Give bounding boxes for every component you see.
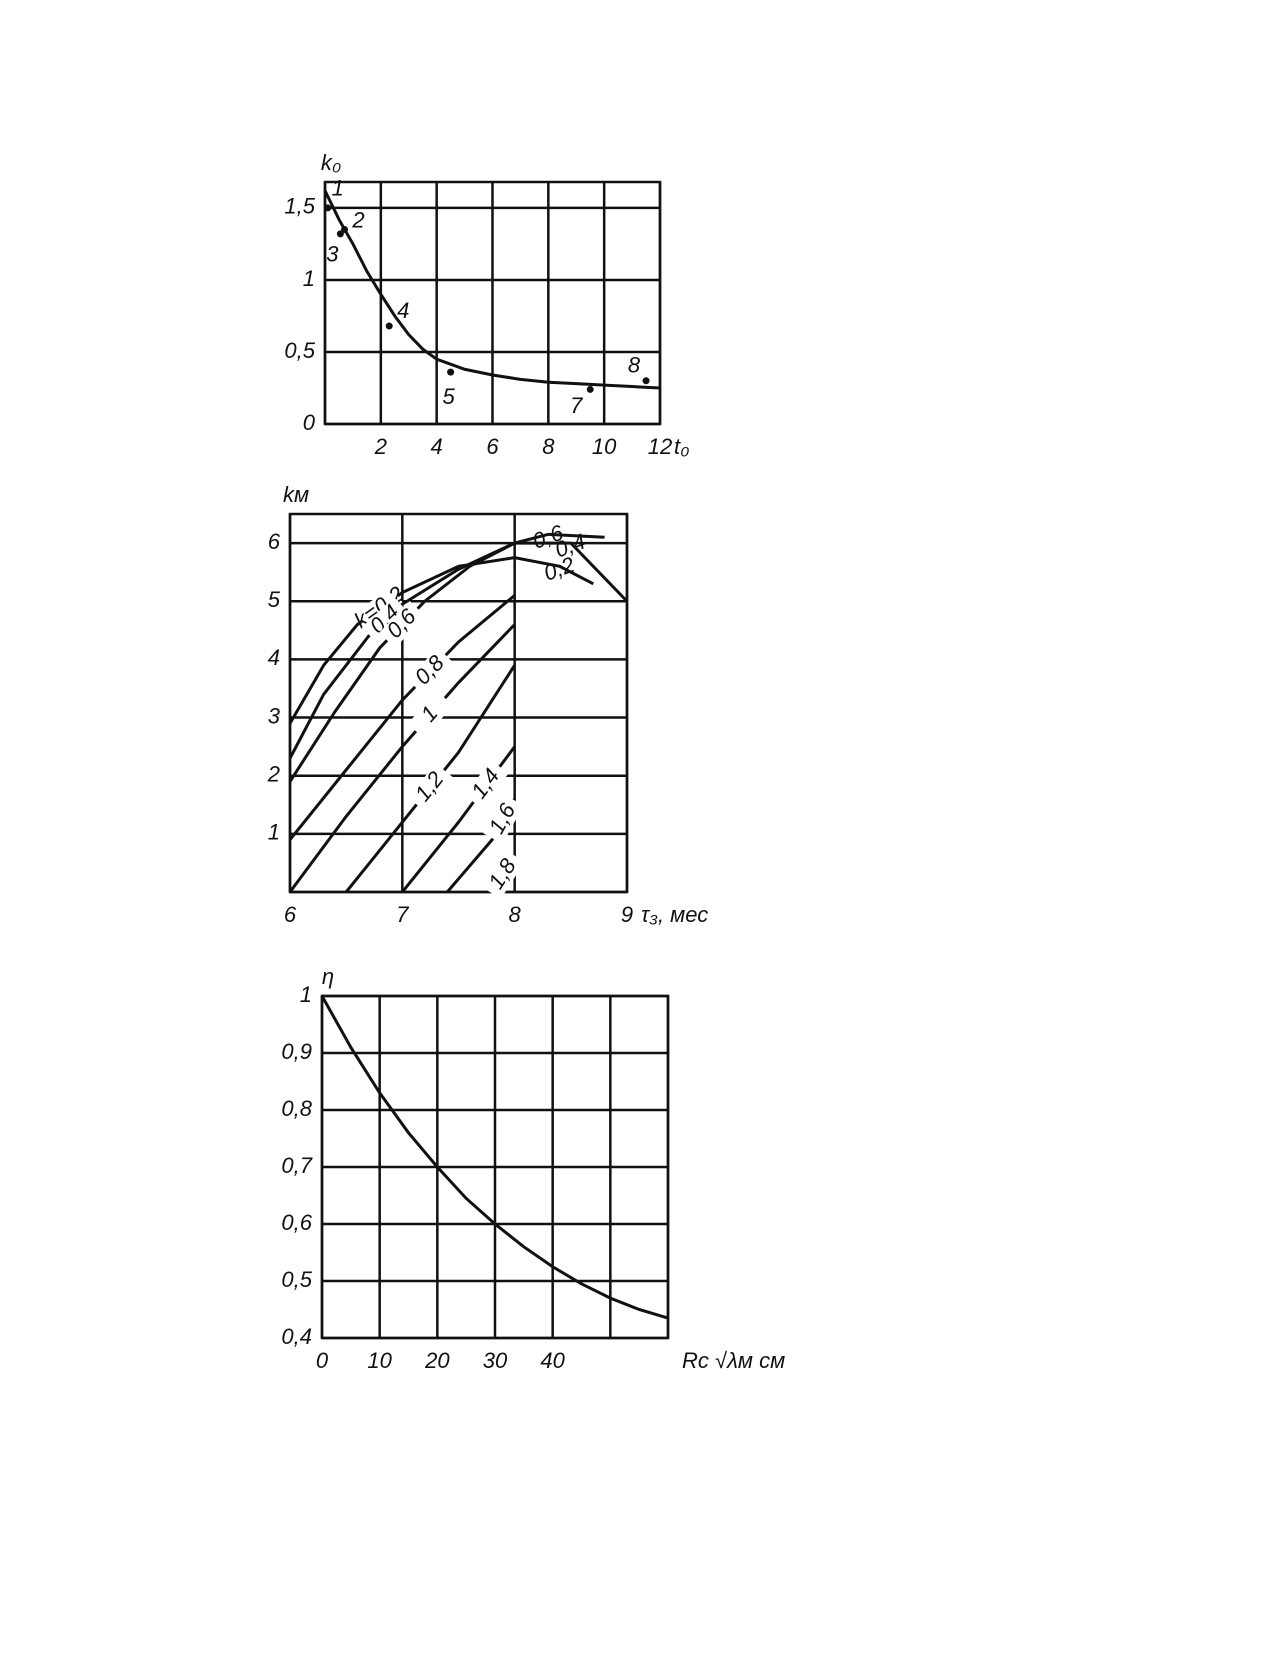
x-tick-label: 2: [374, 434, 387, 459]
x-tick-label: 20: [424, 1348, 450, 1373]
x-axis-label: t₀: [674, 434, 689, 459]
data-point: [586, 385, 594, 393]
label-gap: [482, 850, 525, 900]
curve: [288, 541, 629, 759]
x-tick-label: 8: [542, 434, 555, 459]
y-tick-label: 6: [268, 529, 281, 554]
label-gap: [407, 647, 454, 695]
x-tick-label: 4: [431, 434, 443, 459]
data-point: [642, 377, 650, 385]
point-label: 8: [628, 353, 641, 378]
x-tick-label: 10: [592, 434, 617, 459]
x-axis-label: Rc √λм cм: [682, 1348, 785, 1373]
y-tick-label: 4: [268, 645, 280, 670]
curve: [288, 532, 605, 783]
y-tick-label: 0: [303, 410, 316, 435]
label-gap: [483, 794, 524, 844]
data-point: [341, 226, 349, 234]
label-gap: [407, 690, 454, 739]
point-label: 5: [443, 384, 456, 409]
x-tick-label: 12: [648, 434, 672, 459]
x-tick-label: 7: [396, 902, 409, 927]
label-gap: [408, 763, 453, 812]
curve: [288, 556, 594, 725]
label-gap: [464, 760, 509, 809]
x-tick-label: 6: [284, 902, 297, 927]
x-axis-label: τ₃, мес: [641, 902, 708, 927]
data-point: [447, 368, 455, 376]
y-tick-label: 1: [303, 266, 315, 291]
x-tick-label: 6: [486, 434, 499, 459]
y-tick-label: 0,9: [281, 1039, 312, 1064]
curve: [288, 594, 516, 841]
point-label: 3: [326, 242, 339, 267]
y-tick-label: 3: [268, 703, 281, 728]
label-gap: [355, 586, 405, 631]
y-tick-label: 2: [267, 762, 280, 787]
y-tick-label: 0,7: [281, 1153, 312, 1178]
curve: [320, 995, 669, 1320]
y-tick-label: 1: [300, 982, 312, 1007]
x-tick-label: 0: [316, 1348, 329, 1373]
label-gap: [379, 601, 426, 648]
y-tick-label: 0,5: [284, 338, 315, 363]
curve: [323, 189, 661, 390]
x-tick-label: 40: [540, 1348, 565, 1373]
point-label: 2: [351, 207, 364, 232]
x-tick-label: 9: [621, 902, 633, 927]
y-axis-label: k₀: [321, 150, 341, 175]
y-tick-label: 5: [268, 587, 281, 612]
x-tick-label: 8: [509, 902, 522, 927]
y-axis-label: kм: [283, 482, 309, 507]
y-tick-label: 1: [268, 820, 280, 845]
label-gap: [361, 597, 410, 644]
data-point: [385, 322, 393, 330]
curve: [288, 623, 516, 893]
point-label: 7: [570, 393, 583, 418]
data-point: [324, 204, 332, 212]
data-point: [336, 230, 344, 238]
point-label: 1: [332, 176, 344, 201]
y-tick-label: 0,6: [281, 1210, 312, 1235]
x-tick-label: 10: [367, 1348, 392, 1373]
y-axis-label: η: [322, 964, 334, 989]
point-label: 4: [397, 298, 409, 323]
y-tick-label: 0,8: [281, 1096, 312, 1121]
y-tick-label: 0,4: [281, 1324, 312, 1349]
y-tick-label: 1,5: [284, 194, 315, 219]
y-tick-label: 0,5: [281, 1267, 312, 1292]
x-tick-label: 30: [483, 1348, 508, 1373]
